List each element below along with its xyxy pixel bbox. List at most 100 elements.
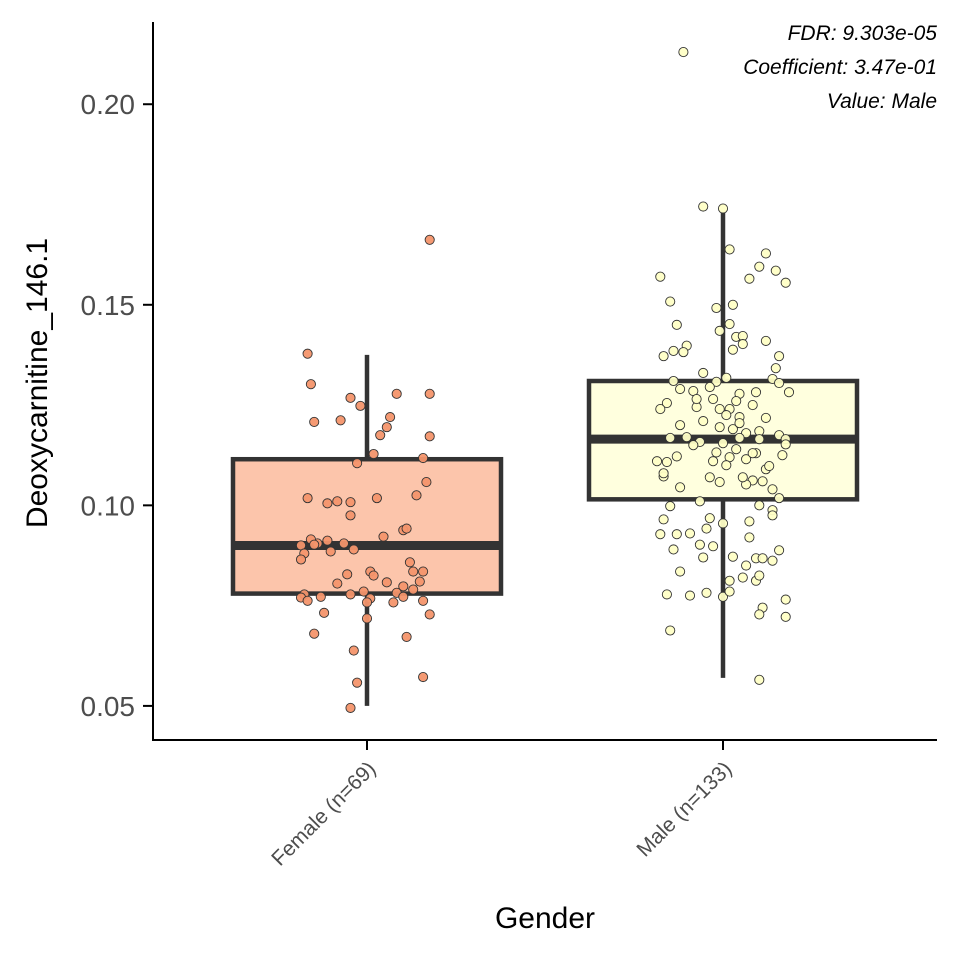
data-point [727,344,738,355]
data-point [737,572,748,583]
data-point [335,415,346,426]
data-point [418,566,429,577]
data-point [309,539,320,550]
data-point [322,535,333,546]
data-point [711,302,722,314]
data-point [783,387,795,398]
data-point [388,597,399,608]
data-point [408,566,419,577]
data-point [721,372,732,383]
data-point [717,591,729,602]
data-point [385,412,396,423]
data-point [780,611,791,622]
data-point [418,452,429,464]
data-point [658,351,669,362]
data-point [671,529,682,540]
data-point [741,560,752,571]
data-point [352,677,363,688]
data-point [754,570,765,581]
data-point [322,498,333,509]
y-ticks: 0.05 0.10 0.15 0.20 [81,89,153,722]
data-point [688,440,699,451]
data-point [708,456,719,467]
points-male [651,47,795,685]
data-point [398,591,409,602]
data-point [408,584,419,595]
data-point [361,597,373,608]
data-point [295,554,307,565]
data-point [302,493,313,504]
data-point [780,277,791,288]
annotation-value: Value: Male [827,90,937,113]
data-point [754,609,765,620]
data-point [658,468,669,479]
data-point [767,555,778,566]
data-point [661,589,672,600]
data-point [368,570,379,581]
data-point [731,444,742,455]
data-point [358,586,369,597]
data-point [378,531,389,542]
data-point [714,422,725,433]
data-point [684,528,696,539]
y-axis-title: Deoxycarnitine_146.1 [21,238,54,528]
x-axis: Female (n=69) Male (n=133) [152,739,937,871]
data-point [651,456,663,467]
data-point [760,335,771,346]
data-point [675,420,686,431]
annotations: FDR: 9.303e-05 Coefficient: 3.47e-01 Val… [743,22,937,113]
data-point [342,569,353,580]
x-tick-label: Female (n=69) [267,757,380,870]
data-point [665,296,676,307]
data-point [345,497,356,508]
data-point [694,496,705,507]
data-point [767,510,778,521]
data-point [325,546,336,557]
data-point [770,363,781,374]
data-point [737,339,748,350]
y-tick-label: 0.15 [81,290,136,321]
data-point [665,432,676,444]
data-point [348,544,359,555]
data-point [424,234,435,245]
data-point [767,484,778,495]
data-point [704,472,715,483]
data-point [757,553,768,564]
data-point [698,367,709,379]
data-point [332,578,343,589]
data-point [665,501,676,512]
data-point [332,496,343,507]
data-point [708,541,719,552]
data-point [414,576,425,587]
annotation-coefficient: Coefficient: 3.47e-01 [743,56,937,79]
data-point [661,398,672,409]
data-point [754,261,765,272]
y-tick-label: 0.05 [81,691,136,722]
data-point [404,557,415,568]
data-point [704,381,715,393]
data-point [309,628,320,639]
data-point [375,430,386,441]
data-point [352,458,363,469]
data-point [661,456,672,468]
data-point [421,477,432,488]
data-point [717,203,729,214]
data-point [750,387,762,398]
data-point [691,394,702,405]
y-tick-label: 0.10 [81,490,136,521]
data-point [355,400,366,411]
box-female [230,354,504,706]
data-point [780,594,791,605]
data-point [714,325,725,336]
data-point [727,424,738,435]
data-point [727,299,738,310]
data-point [338,538,349,549]
data-point [777,450,788,461]
data-point [302,595,313,606]
data-point [724,244,735,255]
data-point [424,431,435,442]
points-layer [295,47,795,713]
data-point [418,595,429,606]
data-point [345,510,356,521]
